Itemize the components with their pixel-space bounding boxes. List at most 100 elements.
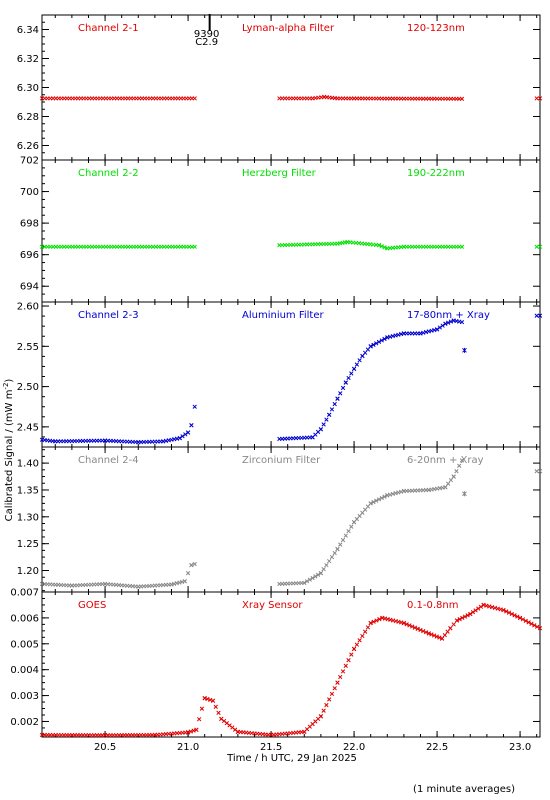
data-point xyxy=(374,498,379,503)
series-points xyxy=(39,602,543,738)
panel-frame xyxy=(41,301,541,448)
series-points xyxy=(39,458,543,589)
data-point xyxy=(318,714,324,719)
data-point xyxy=(448,477,454,483)
data-point xyxy=(349,524,354,529)
data-point xyxy=(304,579,310,584)
panel-label: Xray Sensor xyxy=(242,600,303,611)
data-point xyxy=(454,469,459,474)
data-point xyxy=(365,625,371,630)
panel-label: 120-123nm xyxy=(407,23,465,34)
data-point xyxy=(357,638,362,643)
y-tick-label: 6.26 xyxy=(17,141,39,152)
y-tick-label: 698 xyxy=(20,219,39,230)
data-point xyxy=(354,642,360,647)
data-point xyxy=(376,339,382,345)
data-point xyxy=(189,423,194,428)
data-point xyxy=(470,610,476,615)
data-point xyxy=(191,728,196,733)
data-point xyxy=(313,574,318,579)
data-point xyxy=(421,628,426,634)
panel-3: 2.45 2.50 2.55 2.60 Channel 2-3 Aluminium Fil… xyxy=(17,301,543,448)
y-tick-label: 1.25 xyxy=(17,539,39,550)
data-point xyxy=(335,546,340,552)
panel-4: 1.20 1.25 1.30 1.35 1.40 Channel 2-4 Zirconium… xyxy=(17,446,543,593)
y-tick-label: 0.006 xyxy=(10,613,39,624)
series-points xyxy=(39,94,543,101)
y-tick-label: 702 xyxy=(20,156,39,167)
data-point xyxy=(459,244,465,249)
data-point xyxy=(349,652,354,657)
panel-label: 190-222nm xyxy=(407,168,465,179)
data-point xyxy=(462,614,468,619)
data-point xyxy=(448,626,453,631)
data-point xyxy=(374,341,379,346)
data-point xyxy=(196,717,202,722)
data-point xyxy=(327,697,332,702)
data-point xyxy=(327,412,332,417)
data-point xyxy=(368,344,373,349)
data-point xyxy=(434,327,440,332)
data-point xyxy=(351,366,357,372)
x-axis-title: Time / h UTC, 29 Jan 2025 xyxy=(226,753,357,764)
data-point xyxy=(185,571,191,576)
data-point xyxy=(205,696,210,702)
data-point xyxy=(324,562,329,568)
data-point xyxy=(468,611,473,617)
data-point xyxy=(329,691,335,696)
data-point xyxy=(382,336,387,342)
data-point xyxy=(418,627,423,633)
y-axis-title: Calibrated Signal / (mW m-2) xyxy=(2,379,15,522)
data-point xyxy=(349,371,354,376)
data-point xyxy=(329,554,335,560)
data-point xyxy=(192,404,197,409)
data-point xyxy=(429,632,434,637)
data-point xyxy=(338,674,343,680)
data-point xyxy=(462,347,467,353)
data-point xyxy=(443,321,448,326)
data-point xyxy=(459,96,465,101)
data-point xyxy=(377,617,382,622)
data-point xyxy=(442,633,447,638)
data-point xyxy=(324,417,329,422)
data-point xyxy=(537,244,543,249)
panel-label: Lyman-alpha Filter xyxy=(242,23,335,34)
y-tick-label: 2.45 xyxy=(17,422,39,433)
data-point xyxy=(382,494,387,499)
data-point xyxy=(307,577,312,582)
data-point xyxy=(374,618,379,623)
data-point xyxy=(202,696,207,701)
data-point xyxy=(368,501,373,506)
data-point xyxy=(415,626,420,631)
data-point xyxy=(454,618,460,623)
data-point xyxy=(360,633,365,639)
data-point xyxy=(371,342,376,347)
data-point xyxy=(185,430,191,435)
data-point xyxy=(192,561,197,567)
y-tick-label: 6.34 xyxy=(17,25,39,36)
data-point xyxy=(457,617,462,622)
data-point xyxy=(177,435,182,441)
panel-5: 0.002 0.003 0.004 0.005 0.006 0.007 GOES Xray S… xyxy=(10,588,543,738)
data-point xyxy=(180,434,185,439)
data-point xyxy=(351,646,357,652)
panel-label: Channel 2-3 xyxy=(78,310,139,321)
data-point xyxy=(451,622,456,627)
data-point xyxy=(343,663,348,668)
data-point xyxy=(501,607,506,613)
y-tick-label: 696 xyxy=(20,250,39,261)
data-point xyxy=(534,469,539,474)
x-axis-ticks: 20.5 21.0 21.5 22.0 22.5 23.0 xyxy=(94,742,531,753)
data-point xyxy=(534,244,539,249)
data-point xyxy=(478,604,484,609)
data-point xyxy=(517,615,523,621)
data-point xyxy=(535,624,540,629)
data-point xyxy=(371,619,376,624)
data-point xyxy=(445,320,451,325)
panel-frame xyxy=(41,159,541,303)
data-point xyxy=(532,623,537,628)
series-points xyxy=(39,239,543,251)
data-point xyxy=(335,396,340,401)
data-point xyxy=(529,621,534,626)
panel-label: Aluminium Filter xyxy=(242,310,325,321)
